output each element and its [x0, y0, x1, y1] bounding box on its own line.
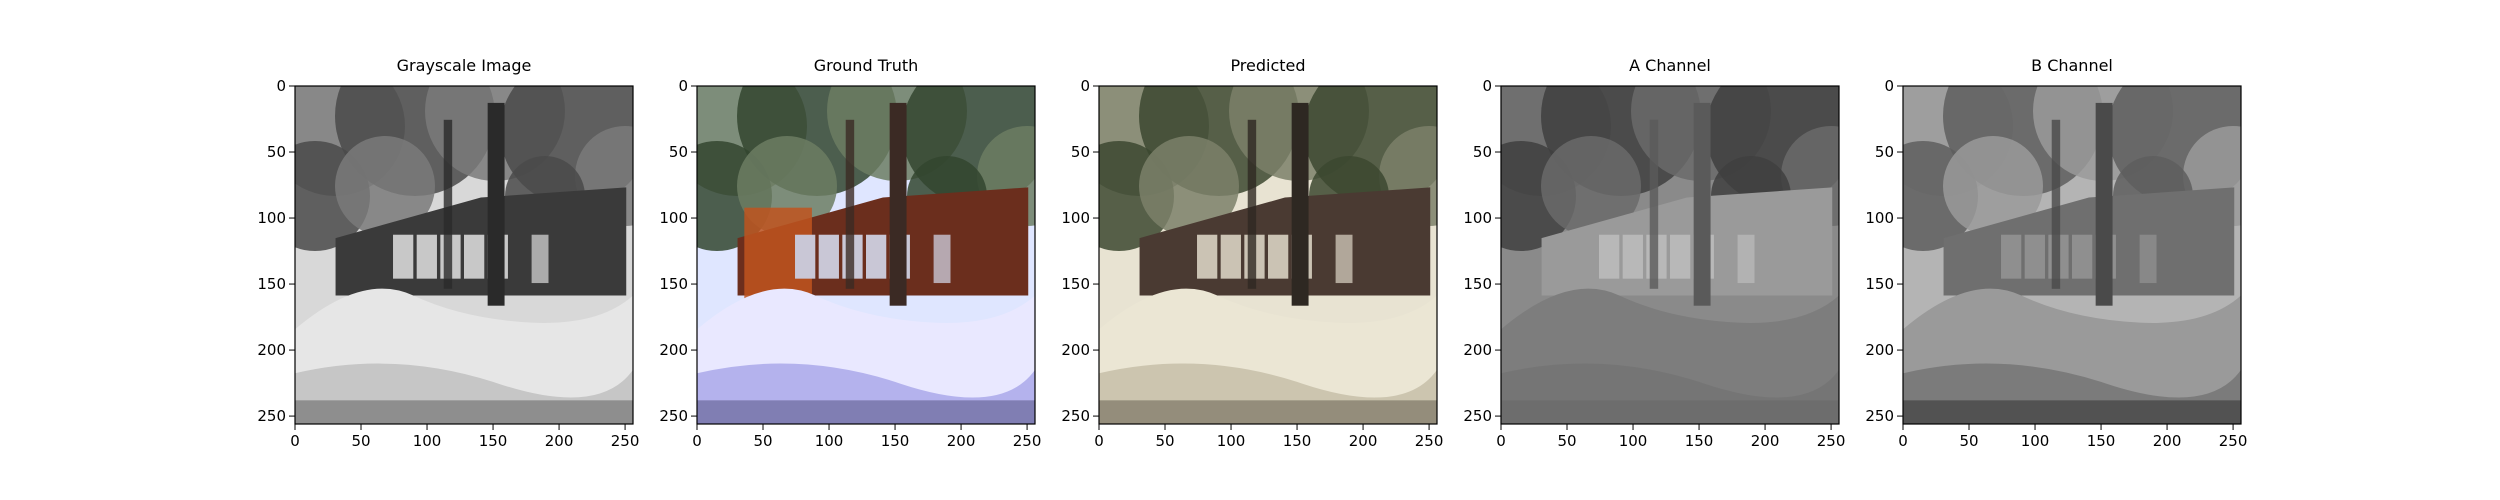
- y-tick-label: 50: [267, 143, 286, 161]
- x-tick-label: 100: [1619, 432, 1648, 450]
- x-tick-label: 50: [1557, 432, 1576, 450]
- y-tick-label: 150: [1865, 275, 1894, 293]
- x-tick-label: 200: [545, 432, 574, 450]
- y-tick-label: 100: [659, 209, 688, 227]
- b-channel-image: [1903, 86, 2241, 424]
- x-tick-label: 150: [1283, 432, 1312, 450]
- y-tick-label: 150: [1061, 275, 1090, 293]
- y-tick-label: 50: [1071, 143, 1090, 161]
- predicted-image: [1099, 86, 1437, 424]
- y-tick-label: 200: [1865, 341, 1894, 359]
- y-tick-label: 200: [1061, 341, 1090, 359]
- x-tick-label: 200: [1751, 432, 1780, 450]
- x-tick-label: 200: [1349, 432, 1378, 450]
- panel-title: Ground Truth: [813, 56, 919, 75]
- x-tick-label: 50: [753, 432, 772, 450]
- ground-truth-image: [697, 86, 1035, 424]
- panel-grayscale: Grayscale Image 0 50 100 150 200 250 0 50 100 150 2…: [257, 0, 691, 500]
- x-tick-label: 50: [1155, 432, 1174, 450]
- y-tick-label: 0: [678, 77, 688, 95]
- x-tick-label: 150: [2087, 432, 2116, 450]
- panel-title: Grayscale Image: [396, 56, 532, 75]
- y-tick-label: 200: [1463, 341, 1492, 359]
- x-tick-label: 100: [1217, 432, 1246, 450]
- axes-frame: [1902, 85, 2242, 425]
- y-tick-label: 250: [1463, 407, 1492, 425]
- x-tick-label: 0: [692, 432, 702, 450]
- x-tick-label: 250: [2219, 432, 2248, 450]
- panel-ground-truth: Ground Truth 0 50 100 150 200 250 0 50 100 150 200 2…: [659, 0, 1093, 500]
- y-tick-label: 0: [1482, 77, 1492, 95]
- y-tick-label: 50: [1473, 143, 1492, 161]
- y-tick-label: 0: [1884, 77, 1894, 95]
- axes-frame: [1098, 85, 1438, 425]
- y-tick-label: 150: [1463, 275, 1492, 293]
- x-tick-label: 0: [1496, 432, 1506, 450]
- panel-title: A Channel: [1629, 56, 1711, 75]
- y-tick-label: 0: [276, 77, 286, 95]
- x-tick-label: 250: [1415, 432, 1444, 450]
- grayscale-image: [295, 86, 633, 424]
- x-tick-label: 100: [815, 432, 844, 450]
- y-tick-label: 150: [257, 275, 286, 293]
- panel-title: Predicted: [1230, 56, 1306, 75]
- x-tick-label: 0: [290, 432, 300, 450]
- x-tick-label: 0: [1898, 432, 1908, 450]
- y-tick-label: 200: [659, 341, 688, 359]
- y-tick-label: 100: [1463, 209, 1492, 227]
- x-tick-label: 50: [351, 432, 370, 450]
- y-tick-label: 0: [1080, 77, 1090, 95]
- panel-title: B Channel: [2031, 56, 2113, 75]
- axes-frame: [1500, 85, 1840, 425]
- a-channel-image: [1501, 86, 1839, 424]
- y-tick-label: 250: [257, 407, 286, 425]
- x-tick-label: 250: [611, 432, 640, 450]
- y-tick-label: 50: [669, 143, 688, 161]
- y-tick-label: 100: [1061, 209, 1090, 227]
- axes-frame: [294, 85, 634, 425]
- y-tick-label: 250: [659, 407, 688, 425]
- panel-predicted: Predicted 0 50 100 150 200 250 0 50 100 150 200 250: [1061, 0, 1495, 500]
- panel-b-channel: B Channel 0 50 100 150 200 250 0 50 100 150 200 250: [1865, 0, 2299, 500]
- y-tick-label: 250: [1865, 407, 1894, 425]
- x-tick-label: 100: [413, 432, 442, 450]
- x-tick-label: 50: [1959, 432, 1978, 450]
- y-tick-label: 100: [257, 209, 286, 227]
- x-tick-label: 250: [1013, 432, 1042, 450]
- axes-frame: [696, 85, 1036, 425]
- panel-a-channel: A Channel 0 50 100 150 200 250 0 50 100 150 200 250: [1463, 0, 1897, 500]
- x-tick-label: 150: [479, 432, 508, 450]
- x-tick-label: 0: [1094, 432, 1104, 450]
- y-tick-label: 50: [1875, 143, 1894, 161]
- x-tick-label: 250: [1817, 432, 1846, 450]
- x-tick-label: 100: [2021, 432, 2050, 450]
- x-tick-label: 200: [947, 432, 976, 450]
- y-tick-label: 100: [1865, 209, 1894, 227]
- x-tick-label: 200: [2153, 432, 2182, 450]
- y-tick-label: 200: [257, 341, 286, 359]
- y-tick-label: 250: [1061, 407, 1090, 425]
- x-tick-label: 150: [881, 432, 910, 450]
- x-tick-label: 150: [1685, 432, 1714, 450]
- y-tick-label: 150: [659, 275, 688, 293]
